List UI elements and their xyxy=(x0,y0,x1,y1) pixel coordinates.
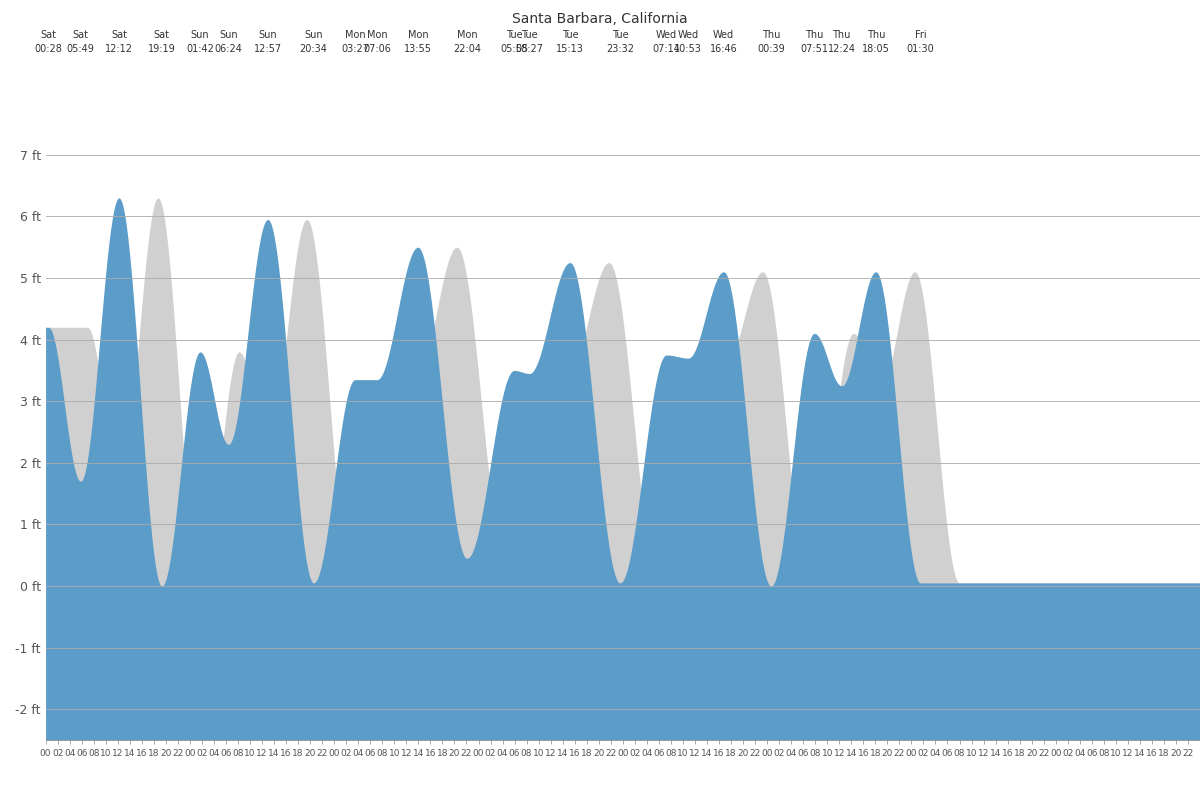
Text: Wed: Wed xyxy=(678,30,698,39)
Text: 06:24: 06:24 xyxy=(215,44,242,54)
Text: 00:39: 00:39 xyxy=(757,44,785,54)
Text: 12:57: 12:57 xyxy=(253,44,282,54)
Text: Tue: Tue xyxy=(521,30,538,39)
Text: 01:42: 01:42 xyxy=(186,44,214,54)
Text: 19:19: 19:19 xyxy=(148,44,175,54)
Text: 13:55: 13:55 xyxy=(404,44,432,54)
Text: Sun: Sun xyxy=(220,30,238,39)
Text: Sun: Sun xyxy=(258,30,277,39)
Text: Thu: Thu xyxy=(762,30,780,39)
Text: Tue: Tue xyxy=(505,30,522,39)
Text: 08:27: 08:27 xyxy=(515,44,544,54)
Text: 05:49: 05:49 xyxy=(67,44,95,54)
Text: Sat: Sat xyxy=(110,30,127,39)
Text: 07:06: 07:06 xyxy=(362,44,391,54)
Text: Mon: Mon xyxy=(408,30,428,39)
Text: Thu: Thu xyxy=(833,30,851,39)
Text: 15:13: 15:13 xyxy=(556,44,584,54)
Text: 12:12: 12:12 xyxy=(104,44,133,54)
Text: 10:53: 10:53 xyxy=(674,44,702,54)
Text: Sat: Sat xyxy=(72,30,89,39)
Text: Mon: Mon xyxy=(456,30,478,39)
Text: 18:05: 18:05 xyxy=(862,44,889,54)
Text: Wed: Wed xyxy=(655,30,677,39)
Text: Mon: Mon xyxy=(366,30,388,39)
Text: Santa Barbara, California: Santa Barbara, California xyxy=(512,12,688,26)
Text: 00:28: 00:28 xyxy=(35,44,62,54)
Text: 07:51: 07:51 xyxy=(800,44,828,54)
Text: Thu: Thu xyxy=(866,30,886,39)
Text: 22:04: 22:04 xyxy=(452,44,481,54)
Text: 16:46: 16:46 xyxy=(709,44,738,54)
Text: Thu: Thu xyxy=(805,30,823,39)
Text: Sun: Sun xyxy=(191,30,210,39)
Text: Sat: Sat xyxy=(154,30,169,39)
Text: 01:30: 01:30 xyxy=(906,44,935,54)
Text: Sat: Sat xyxy=(41,30,56,39)
Text: Mon: Mon xyxy=(344,30,365,39)
Text: 12:24: 12:24 xyxy=(828,44,856,54)
Text: 05:55: 05:55 xyxy=(500,44,528,54)
Text: Tue: Tue xyxy=(612,30,629,39)
Text: 20:34: 20:34 xyxy=(300,44,328,54)
Text: Sun: Sun xyxy=(305,30,323,39)
Text: Wed: Wed xyxy=(713,30,734,39)
Text: Tue: Tue xyxy=(562,30,578,39)
Text: 23:32: 23:32 xyxy=(606,44,634,54)
Text: Fri: Fri xyxy=(914,30,926,39)
Text: 03:27: 03:27 xyxy=(341,44,368,54)
Text: 07:14: 07:14 xyxy=(653,44,680,54)
